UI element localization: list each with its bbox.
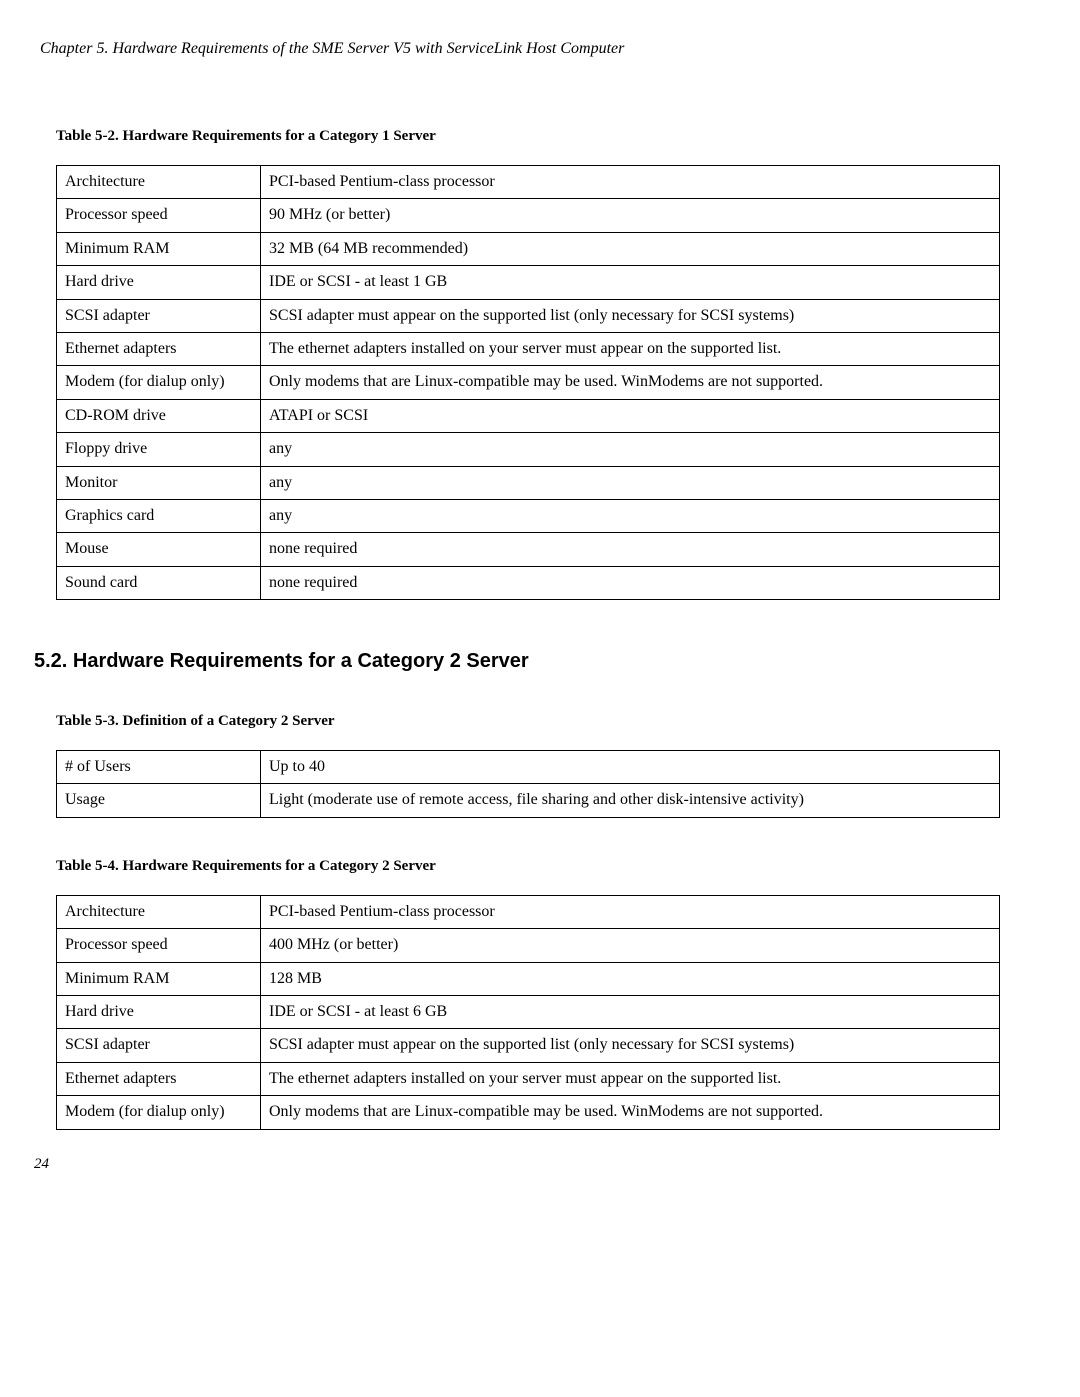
row-value: none required	[261, 566, 1000, 599]
table-row: Processor speed 90 MHz (or better)	[57, 199, 1000, 232]
table-5-3-caption: Table 5-3. Definition of a Category 2 Se…	[56, 713, 1030, 730]
table-5-4: Architecture PCI-based Pentium-class pro…	[56, 895, 1000, 1130]
row-label: CD-ROM drive	[57, 399, 261, 432]
row-label: Floppy drive	[57, 433, 261, 466]
row-label: Sound card	[57, 566, 261, 599]
table-row: Modem (for dialup only) Only modems that…	[57, 1096, 1000, 1129]
row-value: SCSI adapter must appear on the supporte…	[261, 299, 1000, 332]
row-value: 32 MB (64 MB recommended)	[261, 232, 1000, 265]
row-value: SCSI adapter must appear on the supporte…	[261, 1029, 1000, 1062]
row-value: any	[261, 499, 1000, 532]
row-label: SCSI adapter	[57, 299, 261, 332]
row-value: none required	[261, 533, 1000, 566]
table-row: # of Users Up to 40	[57, 751, 1000, 784]
row-label: Minimum RAM	[57, 962, 261, 995]
table-row: Ethernet adapters The ethernet adapters …	[57, 1062, 1000, 1095]
table-row: Hard drive IDE or SCSI - at least 6 GB	[57, 996, 1000, 1029]
row-value: The ethernet adapters installed on your …	[261, 1062, 1000, 1095]
row-label: Monitor	[57, 466, 261, 499]
row-label: Ethernet adapters	[57, 1062, 261, 1095]
table-row: Monitor any	[57, 466, 1000, 499]
table-row: Processor speed 400 MHz (or better)	[57, 929, 1000, 962]
row-value: Only modems that are Linux-compatible ma…	[261, 366, 1000, 399]
table-row: Minimum RAM 128 MB	[57, 962, 1000, 995]
row-value: IDE or SCSI - at least 6 GB	[261, 996, 1000, 1029]
table-5-2: Architecture PCI-based Pentium-class pro…	[56, 165, 1000, 600]
table-row: Floppy drive any	[57, 433, 1000, 466]
table-row: SCSI adapter SCSI adapter must appear on…	[57, 1029, 1000, 1062]
table-row: Architecture PCI-based Pentium-class pro…	[57, 166, 1000, 199]
row-label: Modem (for dialup only)	[57, 1096, 261, 1129]
row-value: IDE or SCSI - at least 1 GB	[261, 266, 1000, 299]
table-row: SCSI adapter SCSI adapter must appear on…	[57, 299, 1000, 332]
row-label: Ethernet adapters	[57, 332, 261, 365]
row-label: Hard drive	[57, 996, 261, 1029]
table-5-3: # of Users Up to 40 Usage Light (moderat…	[56, 750, 1000, 818]
table-row: Graphics card any	[57, 499, 1000, 532]
row-value: PCI-based Pentium-class processor	[261, 895, 1000, 928]
row-label: Mouse	[57, 533, 261, 566]
table-row: Modem (for dialup only) Only modems that…	[57, 366, 1000, 399]
row-label: Graphics card	[57, 499, 261, 532]
table-row: Ethernet adapters The ethernet adapters …	[57, 332, 1000, 365]
table-5-4-caption: Table 5-4. Hardware Requirements for a C…	[56, 858, 1030, 875]
row-label: # of Users	[57, 751, 261, 784]
row-label: Usage	[57, 784, 261, 817]
row-value: The ethernet adapters installed on your …	[261, 332, 1000, 365]
row-label: Processor speed	[57, 929, 261, 962]
table-5-2-caption: Table 5-2. Hardware Requirements for a C…	[56, 128, 1030, 145]
row-value: Up to 40	[261, 751, 1000, 784]
row-value: 400 MHz (or better)	[261, 929, 1000, 962]
row-value: any	[261, 466, 1000, 499]
section-5-2-heading: 5.2. Hardware Requirements for a Categor…	[34, 650, 1030, 673]
row-value: 90 MHz (or better)	[261, 199, 1000, 232]
row-label: Modem (for dialup only)	[57, 366, 261, 399]
row-value: any	[261, 433, 1000, 466]
row-value: Light (moderate use of remote access, fi…	[261, 784, 1000, 817]
table-row: Minimum RAM 32 MB (64 MB recommended)	[57, 232, 1000, 265]
chapter-header: Chapter 5. Hardware Requirements of the …	[40, 40, 1030, 58]
page-number: 24	[34, 1156, 1030, 1173]
row-label: Minimum RAM	[57, 232, 261, 265]
row-value: PCI-based Pentium-class processor	[261, 166, 1000, 199]
table-row: Architecture PCI-based Pentium-class pro…	[57, 895, 1000, 928]
table-row: CD-ROM drive ATAPI or SCSI	[57, 399, 1000, 432]
row-label: Hard drive	[57, 266, 261, 299]
row-label: Processor speed	[57, 199, 261, 232]
table-row: Mouse none required	[57, 533, 1000, 566]
table-row: Hard drive IDE or SCSI - at least 1 GB	[57, 266, 1000, 299]
table-row: Sound card none required	[57, 566, 1000, 599]
row-value: Only modems that are Linux-compatible ma…	[261, 1096, 1000, 1129]
row-label: Architecture	[57, 166, 261, 199]
row-label: Architecture	[57, 895, 261, 928]
row-label: SCSI adapter	[57, 1029, 261, 1062]
row-value: 128 MB	[261, 962, 1000, 995]
row-value: ATAPI or SCSI	[261, 399, 1000, 432]
table-row: Usage Light (moderate use of remote acce…	[57, 784, 1000, 817]
